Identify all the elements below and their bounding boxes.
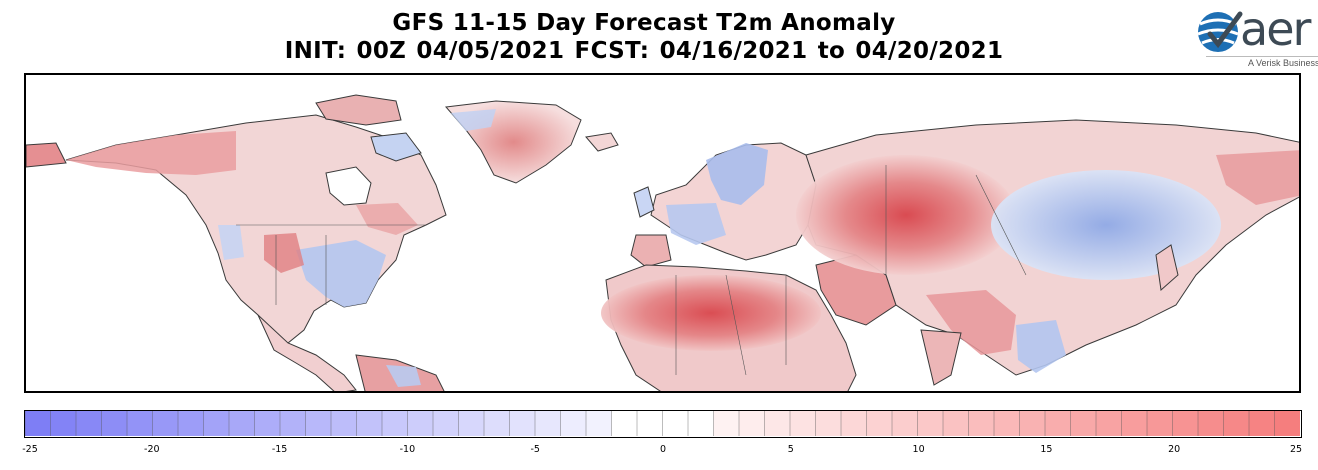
- colorbar-bin: [535, 411, 561, 436]
- colorbar-tick-label: 5: [787, 444, 794, 455]
- colorbar-bin: [305, 411, 332, 436]
- chart-title: GFS 11-15 Day Forecast T2m Anomaly: [392, 10, 896, 36]
- colorbar-bin: [76, 411, 102, 436]
- india: [920, 329, 962, 386]
- colorbar-bin: [994, 411, 1020, 436]
- colorbar-bin: [280, 411, 306, 436]
- colorbar-bin: [407, 411, 434, 436]
- colorbar-bin: [458, 411, 485, 436]
- colorbar-bin: [229, 411, 255, 436]
- colorbar-bin: [382, 411, 408, 436]
- colorbar-bin: [739, 411, 765, 436]
- colorbar-bin: [611, 411, 638, 436]
- colorbar-bin: [25, 411, 51, 436]
- colorbar-bin: [841, 411, 867, 436]
- colorbar-bin: [356, 411, 383, 436]
- anomaly-map: [24, 73, 1301, 393]
- colorbar-bin: [1172, 411, 1199, 436]
- europe: [630, 142, 817, 268]
- colorbar-tick-labels: -25 -20 -15 -10 -5 0 5 10 15 20 25: [22, 444, 1303, 460]
- colorbar-tick-label: -20: [144, 444, 160, 455]
- logo-tagline: A Verisk Business: [1248, 58, 1318, 68]
- colorbar-tick-label: 10: [912, 444, 925, 455]
- canadian-arctic-islands: [315, 94, 402, 126]
- colorbar-bin: [637, 411, 663, 436]
- colorbar-tick-label: 15: [1040, 444, 1053, 455]
- chart-subtitle-dates: INIT: 00Z 04/05/2021 FCST: 04/16/2021 to…: [284, 38, 1004, 64]
- logo-wordmark: aer: [1240, 2, 1311, 56]
- colorbar-bin: [892, 411, 918, 436]
- chukotka-west-edge: [26, 142, 67, 168]
- logo-rule: [1206, 56, 1318, 57]
- colorbar-bin: [1045, 411, 1071, 436]
- colorbar-bin: [152, 411, 179, 436]
- colorbar-bin: [688, 411, 714, 436]
- colorbar-bin: [662, 411, 689, 436]
- colorbar-bin: [1070, 411, 1097, 436]
- colorbar-bin: [178, 411, 204, 436]
- colorbar-bin: [1096, 411, 1122, 436]
- colorbar-bin: [1274, 411, 1300, 436]
- country-borders: [236, 165, 1027, 376]
- aer-globe-check-icon: [1197, 11, 1243, 52]
- colorbar-bin: [127, 411, 153, 436]
- colorbar-bin: [560, 411, 587, 436]
- colorbar-bin: [917, 411, 944, 436]
- iceland: [585, 132, 619, 152]
- colorbar-bin: [101, 411, 128, 436]
- africa: [601, 264, 857, 391]
- colorbar-bin: [203, 411, 230, 436]
- north-america: [65, 114, 447, 391]
- colorbar-bin: [331, 411, 357, 436]
- colorbar-bin: [1121, 411, 1148, 436]
- colorbar-bin: [815, 411, 842, 436]
- baffin-island: [370, 132, 422, 162]
- colorbar-bin: [713, 411, 740, 436]
- uk: [633, 186, 655, 218]
- colorbar-bin: [50, 411, 77, 436]
- colorbar-tick-label: 20: [1168, 444, 1181, 455]
- colorbar-tick-label: -5: [530, 444, 540, 455]
- colorbar-bin: [1019, 411, 1046, 436]
- colorbar: [24, 410, 1302, 438]
- colorbar-tick-label: -10: [399, 444, 416, 455]
- colorbar-bin: [586, 411, 612, 436]
- colorbar-bin: [943, 411, 969, 436]
- colorbar-bin: [484, 411, 510, 436]
- colorbar-bin: [1223, 411, 1250, 436]
- aer-logo: aer A Verisk Business: [1196, 2, 1318, 72]
- colorbar-tick-label: -25: [22, 444, 38, 455]
- colorbar-tick-label: -15: [271, 444, 288, 455]
- colorbar-bin: [764, 411, 791, 436]
- colorbar-scale: [25, 411, 1300, 436]
- colorbar-bin: [254, 411, 281, 436]
- colorbar-bin: [1147, 411, 1173, 436]
- colorbar-bin: [968, 411, 995, 436]
- colorbar-bin: [509, 411, 536, 436]
- colorbar-bin: [1198, 411, 1224, 436]
- asia: [796, 119, 1299, 376]
- colorbar-tick-label: 0: [659, 444, 667, 455]
- colorbar-bin: [1249, 411, 1275, 436]
- colorbar-bin: [866, 411, 893, 436]
- anomaly-map-canvas: [26, 94, 1299, 391]
- japan: [1155, 244, 1179, 291]
- colorbar-tick-label: 25: [1289, 444, 1303, 455]
- colorbar-bin: [790, 411, 816, 436]
- colorbar-bin: [433, 411, 459, 436]
